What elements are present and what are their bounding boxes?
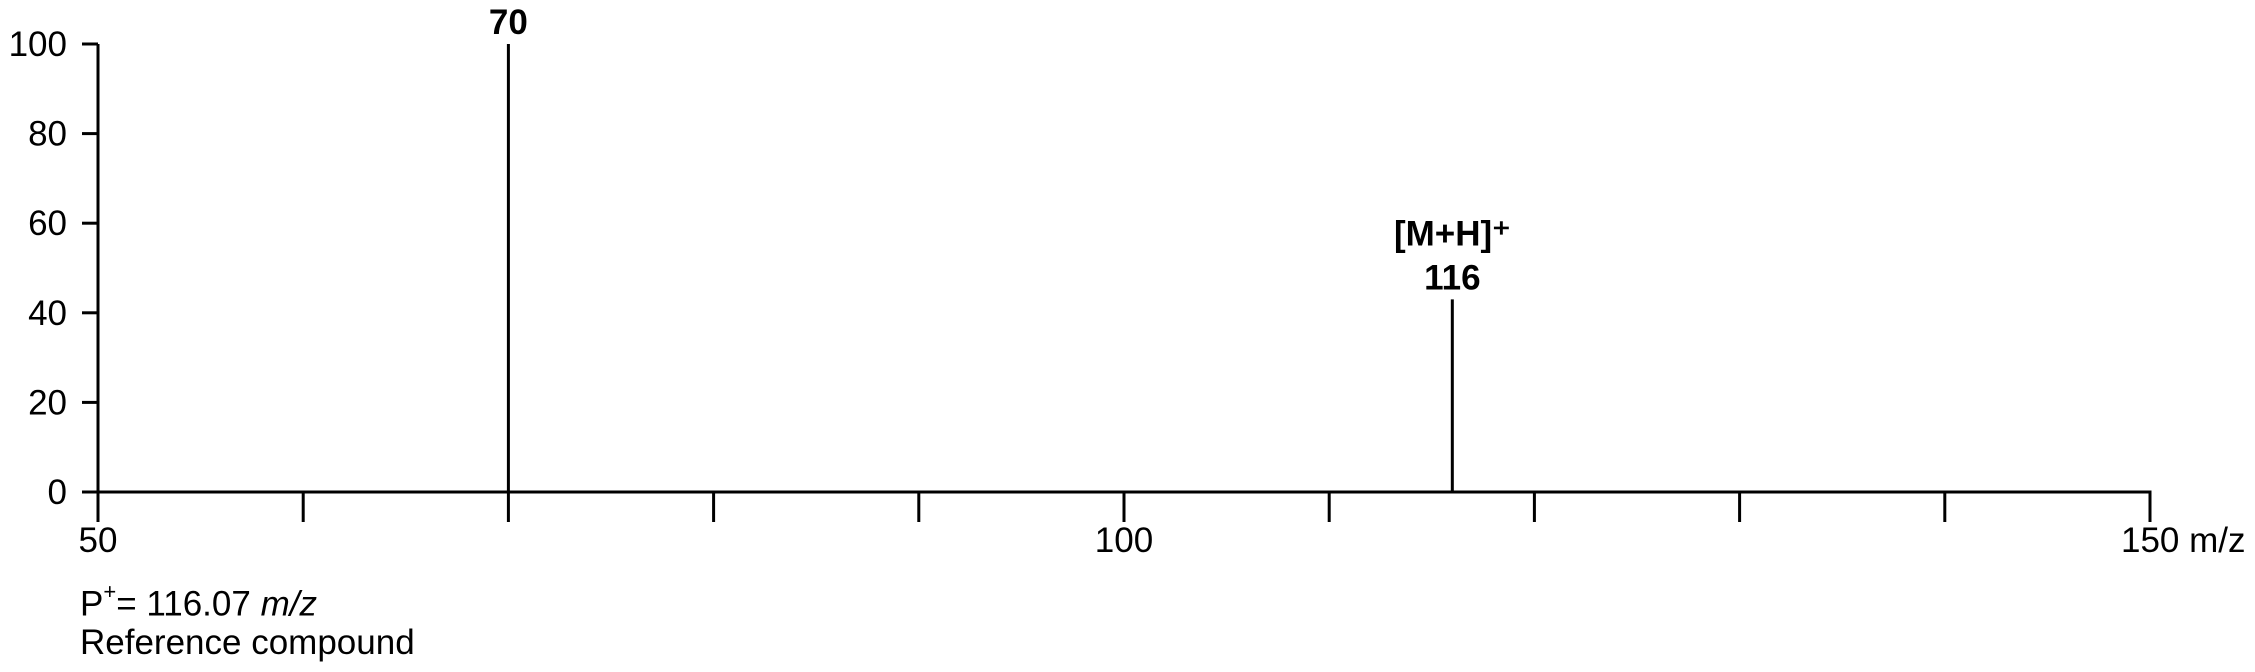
precursor-prefix: P: [80, 584, 104, 624]
peak-label: 116: [1424, 258, 1480, 297]
y-tick-label: 80: [28, 115, 67, 154]
precursor-value: = 116.07: [116, 584, 261, 624]
y-tick-label: 20: [28, 383, 67, 422]
peak-label: [M+H]⁺: [1394, 214, 1511, 253]
y-tick-label: 40: [28, 294, 67, 333]
precursor-sup: +: [103, 579, 117, 604]
compound-note: Reference compound: [80, 623, 415, 662]
y-tick-label: 0: [48, 473, 67, 512]
x-tick-label: 100: [1095, 521, 1153, 560]
precursor-note: P+= 116.07 m/z: [80, 576, 317, 625]
peak-label: 70: [489, 3, 528, 42]
y-tick-label: 60: [28, 204, 67, 243]
precursor-unit: m/z: [260, 584, 317, 624]
x-tick-label: 150 m/z: [2121, 521, 2246, 560]
x-tick-label: 50: [79, 521, 118, 560]
y-tick-label: 100: [9, 25, 67, 64]
